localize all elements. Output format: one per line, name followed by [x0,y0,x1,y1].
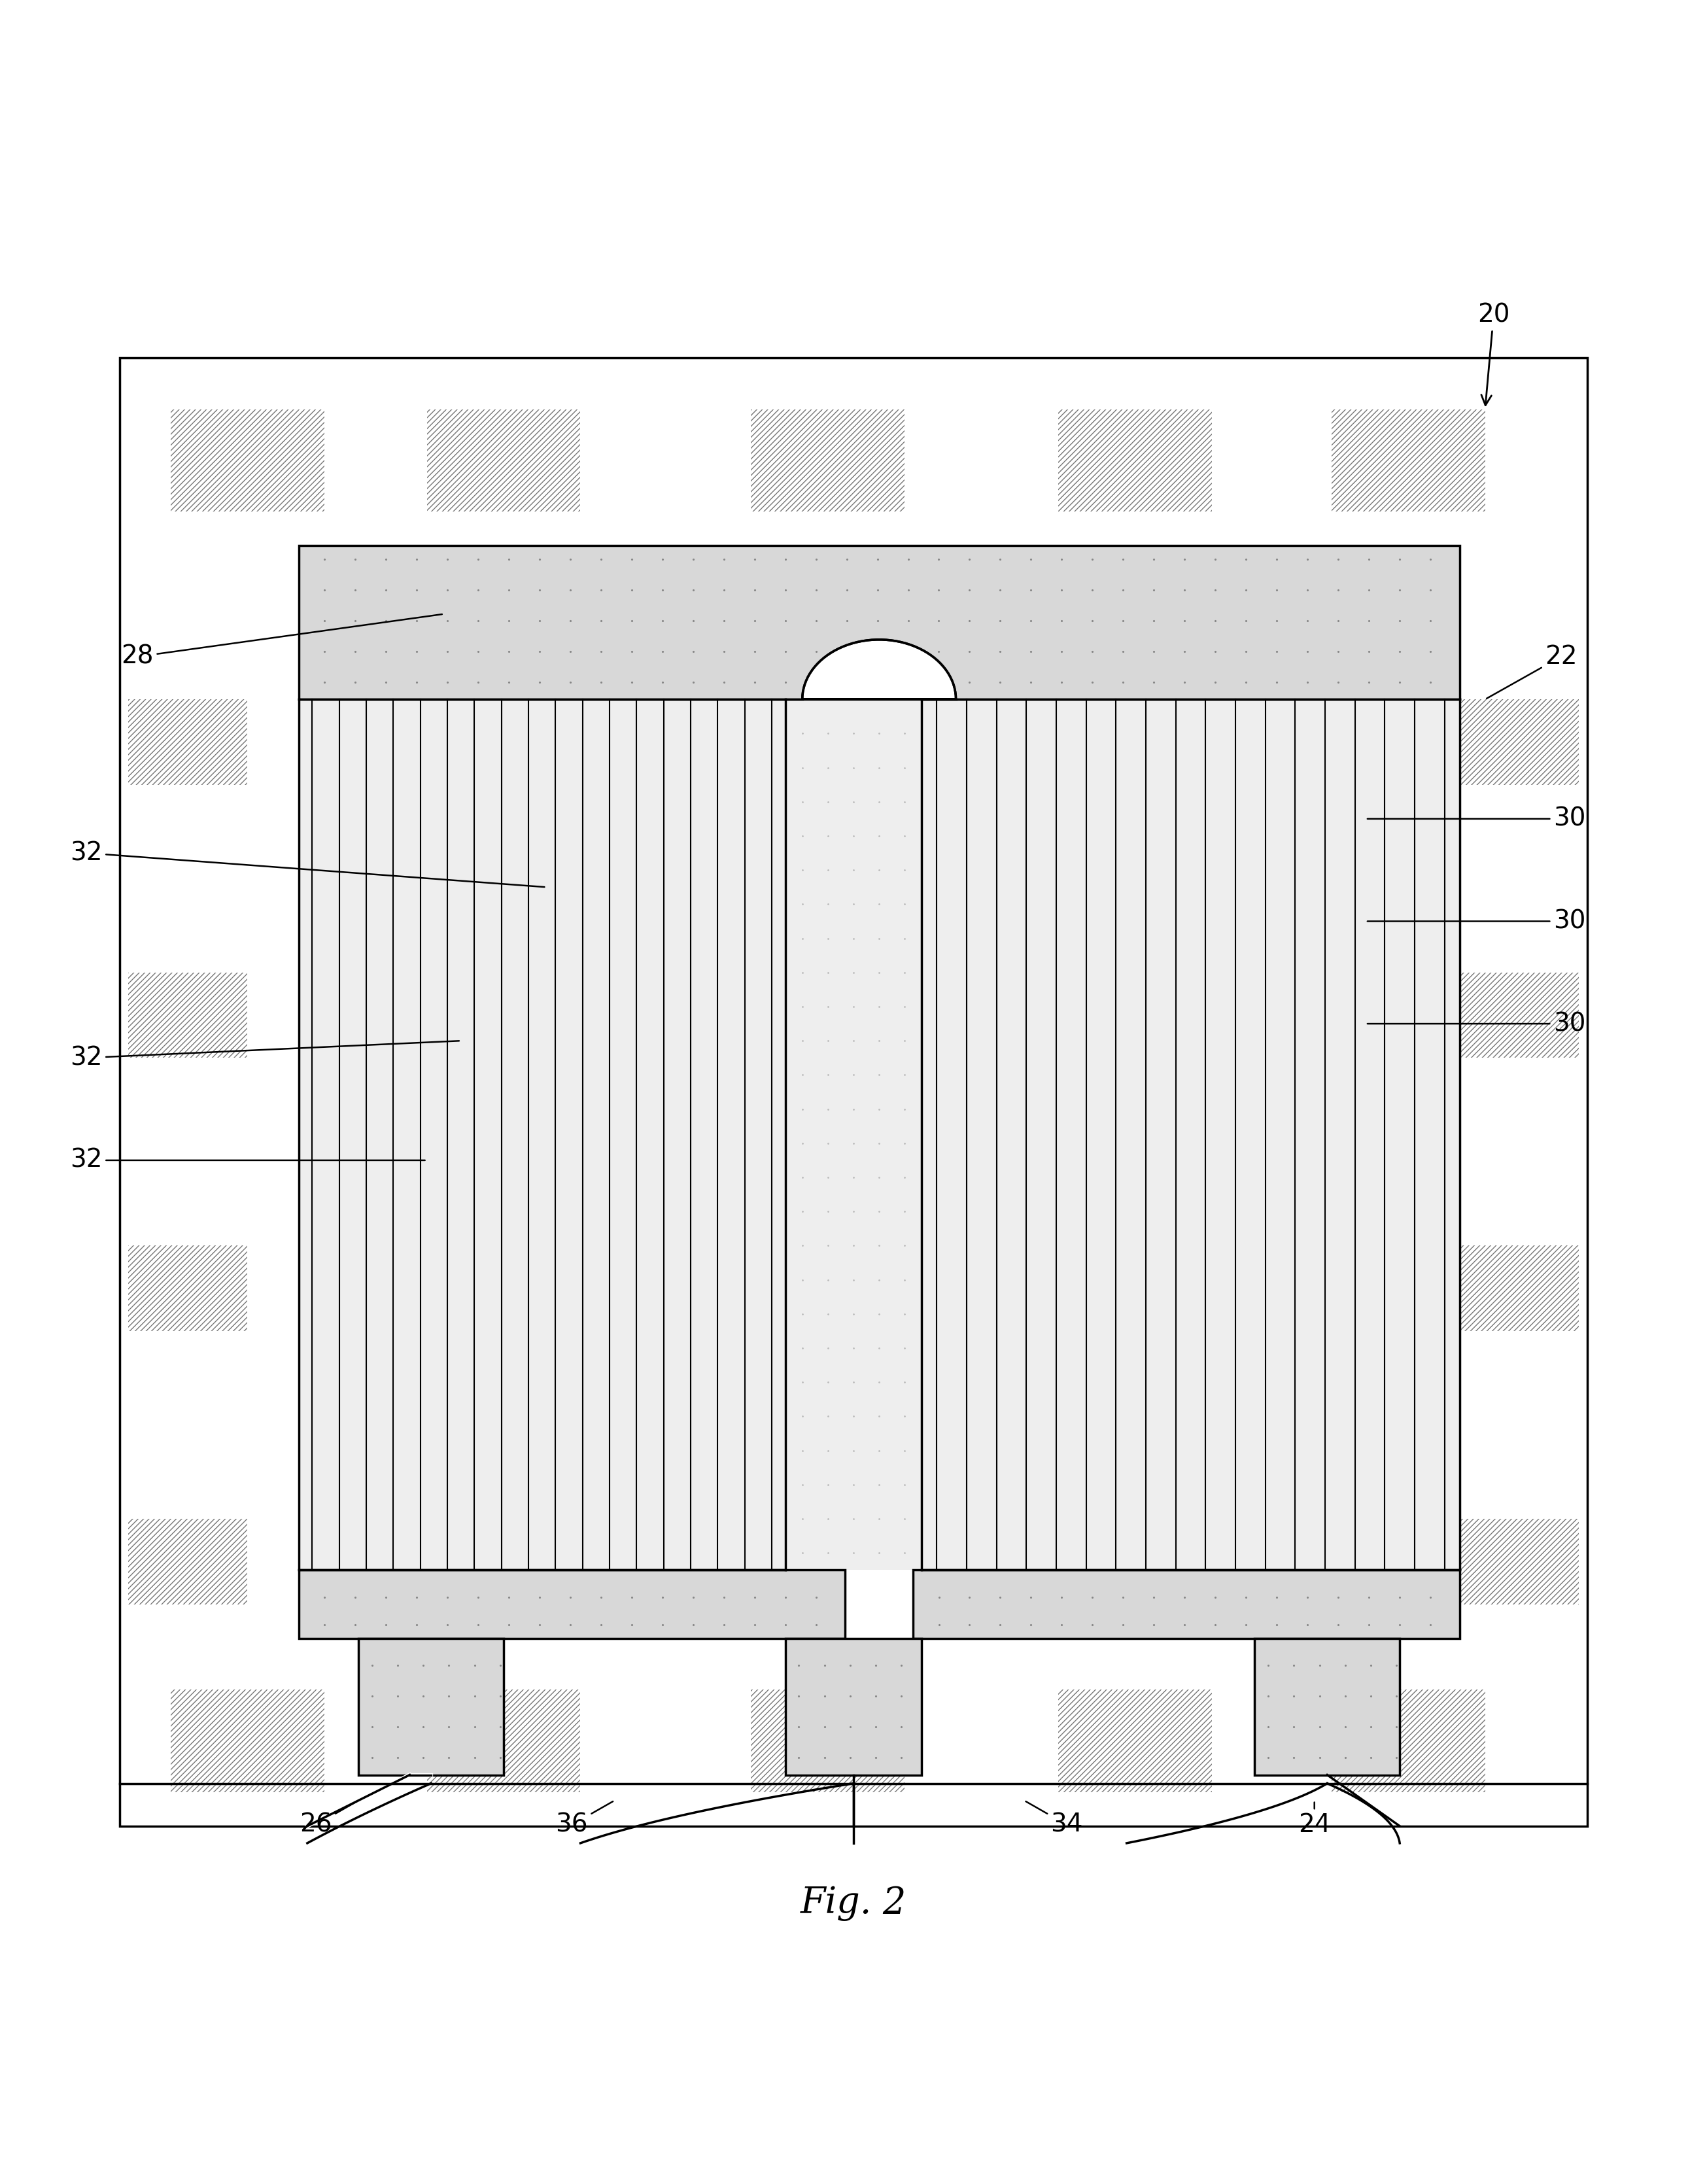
Bar [1058,1690,1212,1791]
Bar [128,699,248,784]
Text: 26: 26 [299,1802,357,1837]
Text: 32: 32 [70,841,545,887]
Bar [751,408,905,511]
Bar [358,1638,504,1776]
Bar [1459,972,1579,1057]
Text: 22: 22 [1487,644,1577,699]
Bar [1331,408,1485,511]
Bar [785,1638,922,1776]
Bar [171,408,324,511]
Bar [1459,699,1579,784]
Bar [1459,1518,1579,1605]
Text: Fig. 2: Fig. 2 [801,1885,906,1920]
Bar [427,408,580,511]
Text: 20: 20 [1478,304,1509,406]
Text: 36: 36 [555,1802,613,1837]
Text: 34: 34 [1026,1802,1082,1837]
Text: 30: 30 [1367,909,1586,935]
Bar [1459,1245,1579,1330]
Text: 32: 32 [70,1149,425,1173]
Text: 32: 32 [70,1042,459,1070]
Text: 30: 30 [1367,806,1586,832]
Polygon shape [802,640,956,699]
Bar [913,1570,1459,1638]
Bar [299,1570,845,1638]
Text: 24: 24 [1299,1802,1330,1837]
Bar [299,546,1459,699]
Bar [785,699,922,1570]
Text: 30: 30 [1367,1011,1586,1035]
Bar [299,699,785,1570]
Bar [1058,408,1212,511]
Bar [128,972,248,1057]
Text: 28: 28 [121,614,442,668]
Bar [1255,1638,1400,1776]
Bar [171,1690,324,1791]
Bar [427,1690,580,1791]
Bar [751,1690,905,1791]
Bar [922,699,1459,1570]
Bar [128,1245,248,1330]
Bar [1331,1690,1485,1791]
Bar [119,358,1588,1826]
Bar [128,1518,248,1605]
